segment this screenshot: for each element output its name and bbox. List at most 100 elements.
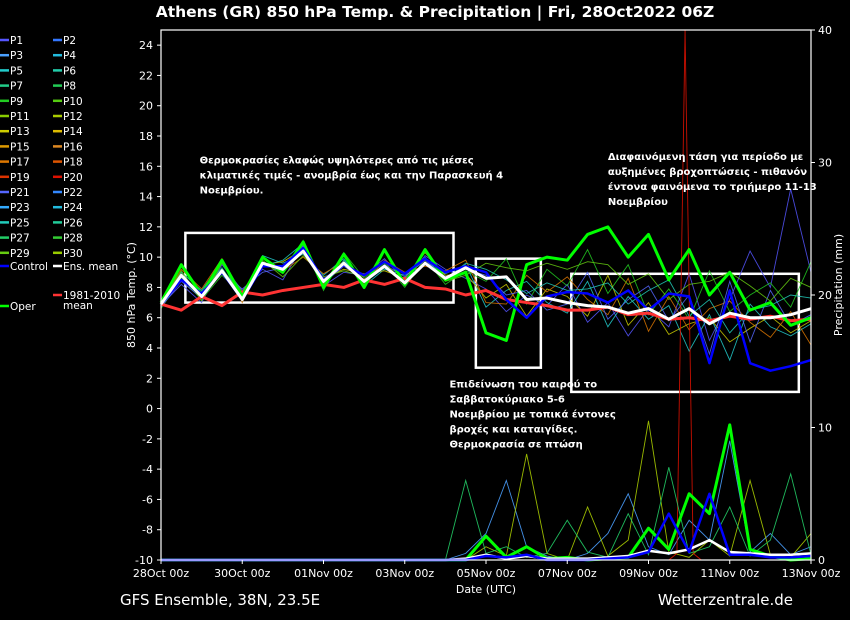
- legend-label-p8: P8: [63, 81, 76, 93]
- annotations: Θερμοκρασίες ελαφώς υψηλότερες από τις μ…: [200, 151, 817, 450]
- y-tick-label: 12: [139, 221, 153, 234]
- x-tick-label: 11Nov 00z: [700, 567, 759, 580]
- line-oper: [159, 225, 812, 342]
- legend-label-line: P10: [63, 96, 83, 108]
- annotation-line: βροχές και καταιγίδες.: [449, 423, 577, 435]
- annotation-line: Σαββατοκύριακο 5-6: [449, 393, 564, 405]
- legend-label-line: P30: [63, 248, 83, 260]
- legend-label-p3: P3: [10, 50, 23, 62]
- legend-label-p4: P4: [63, 50, 76, 62]
- legend-label-1981-2010-mean: 1981-2010 mean: [63, 290, 120, 312]
- y-tick-label: 16: [139, 160, 153, 173]
- legend-label-line: P25: [10, 217, 30, 229]
- legend-label-line: P22: [63, 187, 83, 199]
- y-tick-label: 24: [139, 39, 153, 52]
- y2-tick-label: 0: [818, 554, 825, 567]
- legend-label-line: P7: [10, 81, 23, 93]
- annotation-line: κλιματικές τιμές - ανομβρία έως και την …: [200, 169, 504, 181]
- y-tick-label: 6: [146, 312, 153, 325]
- legend-label-line: P15: [10, 141, 30, 153]
- chart-title: Athens (GR) 850 hPa Temp. & Precipitatio…: [156, 3, 715, 22]
- legend-label-line: P5: [10, 65, 23, 77]
- legend-label-line: P2: [63, 35, 76, 47]
- annotation-line: Νοεμβρίου: [608, 196, 668, 208]
- annotation-line: Θερμοκρασίες ελαφώς υψηλότερες από τις μ…: [200, 154, 474, 166]
- annotation-line: Θερμοκρασία σε πτώση: [449, 438, 582, 450]
- legend-label-p27: P27: [10, 233, 30, 245]
- annotation-line: Διαφαινόμενη τάση για περίοδο με: [608, 151, 803, 163]
- annotation-line: Νοεμβρίου με τοπικά έντονες: [449, 408, 615, 420]
- x-tick-label: 28Oct 00z: [133, 567, 190, 580]
- source-right: Wetterzentrale.de: [658, 591, 793, 609]
- y2-tick-label: 10: [818, 422, 832, 435]
- annotation-line: έντονα φαινόμενα το τριήμερο 11-13: [608, 181, 817, 193]
- legend-label-line: P16: [63, 141, 83, 153]
- legend-label-line: P24: [63, 202, 83, 214]
- main-series-lines: [159, 225, 812, 372]
- y2-tick-label: 20: [818, 289, 832, 302]
- y-tick-label: -2: [142, 433, 153, 446]
- y-tick-label: 8: [146, 281, 153, 294]
- y-tick-label: 0: [146, 403, 153, 416]
- precip-member-line-p27: [444, 467, 812, 561]
- member-line-p5: [160, 253, 812, 362]
- precip-member-line-p3: [445, 440, 812, 561]
- legend-label-line: P4: [63, 50, 76, 62]
- y-axis-label: 850 hPa Temp. (°C): [125, 242, 138, 348]
- legend-label-p23: P23: [10, 202, 30, 214]
- legend-label-oper: Oper: [10, 301, 36, 313]
- legend: P1 P2 P3 P4 P5 P6 P7 P8 P9 P10 P11 P12 P13 P14 P15 P16 P…: [0, 35, 120, 313]
- legend-label-p18: P18: [63, 157, 83, 169]
- annotation-2: Διαφαινόμενη τάση για περίοδο με αυξημένε…: [608, 151, 817, 208]
- legend-label-line: P1: [10, 35, 23, 47]
- y2-tick-label: 40: [818, 24, 832, 37]
- legend-label-p22: P22: [63, 187, 83, 199]
- y-tick-label: 2: [146, 372, 153, 385]
- legend-label-line: P17: [10, 157, 30, 169]
- annotation-3: Επιδείνωση του καιρού το Σαββατοκύριακο 5…: [449, 378, 615, 450]
- legend-label-line: P26: [63, 217, 83, 229]
- legend-label-line: mean: [63, 300, 93, 312]
- legend-label-line: P12: [63, 111, 83, 123]
- highlight-box-1: [184, 231, 455, 304]
- legend-label-p10: P10: [63, 96, 83, 108]
- y-tick-label: -8: [142, 524, 153, 537]
- line-ens-mean: [159, 249, 812, 326]
- highlight-box-2: [474, 257, 543, 369]
- legend-label-p30: P30: [63, 248, 83, 260]
- x-tick-label: 13Nov 00z: [782, 567, 841, 580]
- legend-label-p19: P19: [10, 172, 30, 184]
- y2-tick-label: 30: [818, 157, 832, 170]
- x-axis-ticks: 28Oct 00z 30Oct 00z 01Nov 00z 03Nov 00z 05No…: [133, 560, 841, 580]
- legend-label-p11: P11: [10, 111, 30, 123]
- legend-label-p14: P14: [63, 126, 83, 138]
- legend-label-line: P9: [10, 96, 23, 108]
- legend-label-p24: P24: [63, 202, 83, 214]
- legend-label-line: Oper: [10, 301, 36, 313]
- legend-label-line: P29: [10, 248, 30, 260]
- legend-label-p17: P17: [10, 157, 30, 169]
- legend-label-line: P27: [10, 233, 30, 245]
- legend-label-p12: P12: [63, 111, 83, 123]
- legend-label-p6: P6: [63, 65, 76, 77]
- legend-label-line: Control: [10, 261, 48, 273]
- x-axis-label: Date (UTC): [456, 583, 516, 596]
- highlight-boxes: [184, 231, 801, 394]
- y-tick-label: -4: [142, 463, 153, 476]
- y-tick-label: 10: [139, 251, 153, 264]
- legend-label-line: P28: [63, 233, 83, 245]
- legend-label-control: Control: [10, 261, 48, 273]
- y2-axis-label: Precipitation (mm): [832, 234, 845, 336]
- y-tick-label: 22: [139, 69, 153, 82]
- y-tick-label: 20: [139, 100, 153, 113]
- y-tick-label: 4: [146, 342, 153, 355]
- legend-label-p13: P13: [10, 126, 30, 138]
- x-tick-label: 05Nov 00z: [457, 567, 516, 580]
- x-tick-label: 07Nov 00z: [538, 567, 597, 580]
- legend-label-ens-mean: Ens. mean: [63, 261, 118, 273]
- legend-label-p1: P1: [10, 35, 23, 47]
- y-tick-label: 14: [139, 191, 153, 204]
- legend-label-p2: P2: [63, 35, 76, 47]
- x-tick-label: 30Oct 00z: [214, 567, 271, 580]
